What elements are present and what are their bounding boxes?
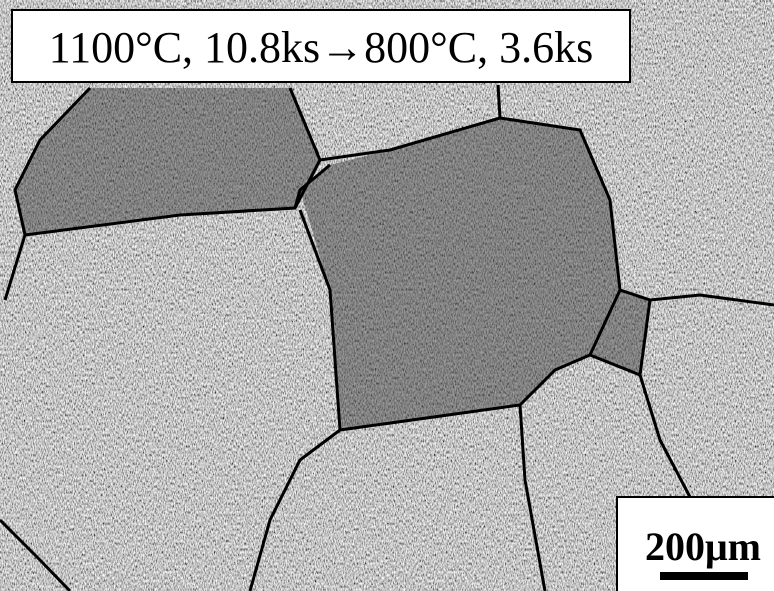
page: 1100°C, 10.8ks→800°C, 3.6ks 200μm (() =>… — [0, 0, 774, 591]
caption: 1100°C, 10.8ks→800°C, 3.6ks — [49, 23, 594, 72]
scale-bar-label: 200μm — [645, 524, 761, 569]
scale-bar — [660, 572, 748, 580]
micrograph: 1100°C, 10.8ks→800°C, 3.6ks 200μm — [0, 0, 774, 591]
